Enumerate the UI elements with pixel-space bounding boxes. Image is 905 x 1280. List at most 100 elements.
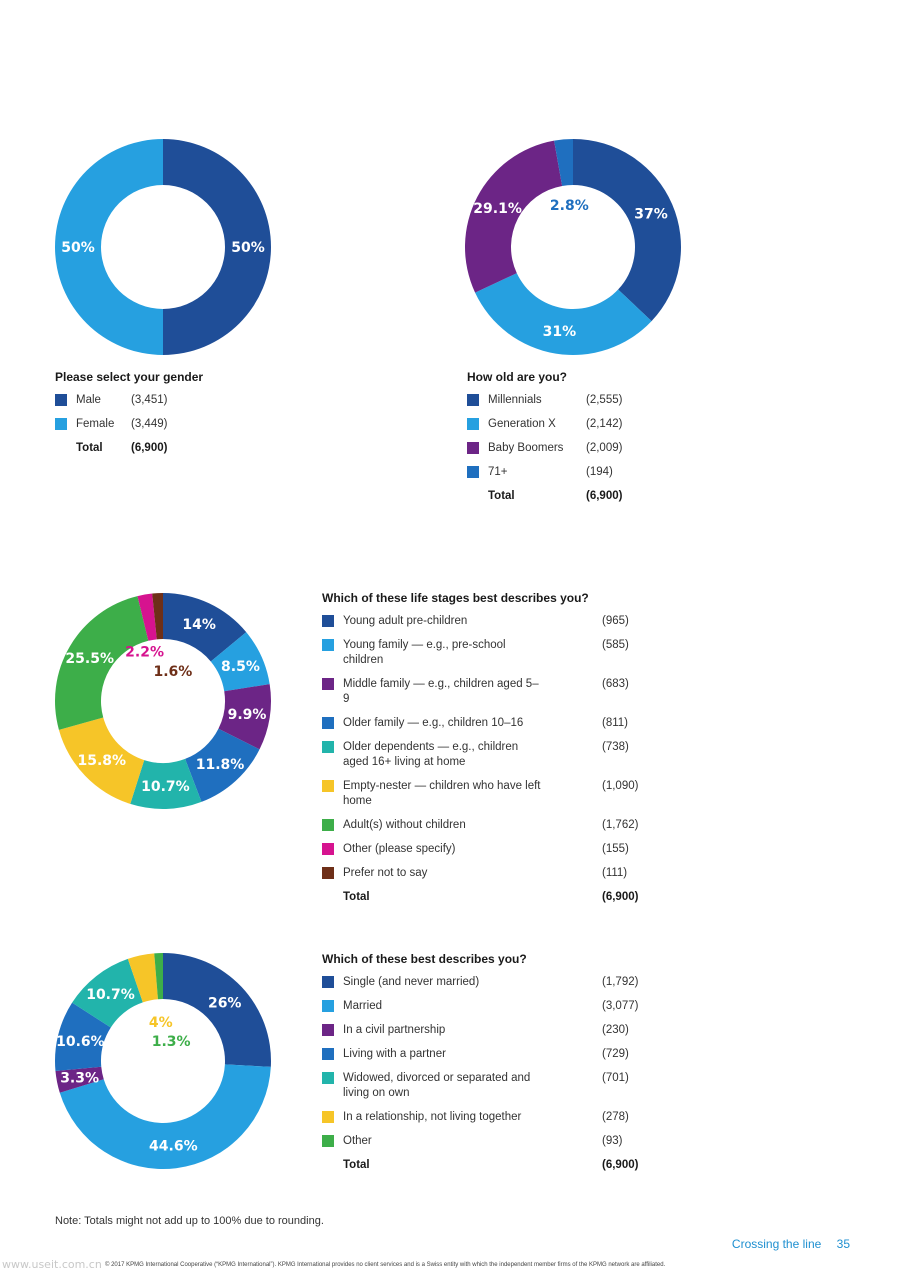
legend-swatch — [322, 717, 334, 729]
legend-count: (585) — [602, 639, 629, 651]
life-stage-legend-total: Total (6,900) — [322, 890, 662, 905]
page-footer: Crossing the line 35 — [732, 1237, 850, 1251]
life-stage-donut-chart: 14% 8.5% 9.9% 11.8% 10.7% 15.8% 25.5% 2.2% 1.6% — [55, 593, 271, 809]
relationship-legend-item: Other (93) — [322, 1134, 662, 1149]
age-legend: How old are you? Millennials (2,555) Genera… — [467, 370, 667, 513]
legend-label: Generation X — [488, 418, 556, 430]
relationship-slice-living-with-a-partner — [55, 1002, 111, 1071]
legend-swatch — [55, 418, 67, 430]
legend-label: 71+ — [488, 466, 508, 478]
relationship-label-in-a-civil-partnership: 3.3% — [60, 1071, 99, 1087]
rounding-note: Note: Totals might not add up to 100% du… — [55, 1215, 324, 1227]
legend-swatch — [322, 1111, 334, 1123]
relationship-legend-item: Widowed, divorced or separated and livin… — [322, 1071, 662, 1101]
age-legend-item: 71+ (194) — [467, 465, 667, 480]
relationship-slice-single-and-never-married — [163, 953, 271, 1067]
life-stage-slice-empty-nester-children-who-have-left-home — [58, 717, 145, 804]
gender-label-female: 50% — [61, 240, 95, 256]
gender-legend-title: Please select your gender — [55, 370, 204, 384]
age-label-71: 2.8% — [550, 198, 589, 214]
age-legend-title: How old are you? — [467, 370, 568, 384]
legend-total-value: (6,900) — [602, 1159, 639, 1171]
legend-count: (1,762) — [602, 819, 639, 831]
legend-label: Widowed, divorced or separated and livin… — [343, 1072, 531, 1099]
age-legend-total: Total (6,900) — [467, 489, 667, 504]
legend-swatch — [467, 466, 479, 478]
copyright-notice: © 2017 KPMG International Cooperative (“… — [105, 1262, 666, 1268]
life-stage-legend-item: Older dependents — e.g., children aged 1… — [322, 740, 662, 770]
age-donut-chart: 37% 31% 29.1% 2.8% — [465, 139, 681, 355]
age-slice-71 — [554, 139, 573, 186]
legend-swatch — [467, 394, 479, 406]
age-legend-item: Millennials (2,555) — [467, 393, 667, 408]
legend-label: Baby Boomers — [488, 442, 564, 454]
legend-label: Young adult pre-children — [343, 615, 468, 627]
relationship-label-living-with-a-partner: 10.6% — [56, 1034, 105, 1050]
life-stage-legend-title: Which of these life stages best describe… — [322, 591, 589, 605]
relationship-legend: Which of these best describes you? Single… — [322, 952, 662, 1182]
section-title[interactable]: Crossing the line — [731, 1237, 822, 1251]
legend-count: (701) — [602, 1072, 629, 1084]
legend-swatch — [322, 867, 334, 879]
relationship-slice-other — [154, 953, 163, 1000]
legend-count: (194) — [586, 466, 613, 478]
age-legend-item: Baby Boomers (2,009) — [467, 441, 667, 456]
legend-label: Adult(s) without children — [343, 819, 466, 831]
relationship-slice-married — [59, 1064, 271, 1169]
legend-swatch — [322, 678, 334, 690]
legend-count: (2,009) — [586, 442, 623, 454]
life-stage-slice-young-family-e-g-pre-school-children — [210, 632, 270, 692]
relationship-label-in-a-relationship-not-living-together: 4% — [149, 1015, 173, 1031]
relationship-legend-item: In a civil partnership (230) — [322, 1023, 662, 1038]
legend-total-value: (6,900) — [131, 442, 168, 454]
legend-label: Millennials — [488, 394, 542, 406]
gender-legend: Please select your gender Male (3,451) Fema… — [55, 370, 255, 465]
relationship-legend-item: Married (3,077) — [322, 999, 662, 1014]
life-stage-label-young-family-e-g-pre-school-children: 8.5% — [221, 659, 260, 675]
relationship-slice-in-a-relationship-not-living-together — [127, 953, 158, 1003]
legend-count: (1,090) — [602, 780, 639, 792]
legend-total-value: (6,900) — [586, 490, 623, 502]
legend-label: Empty-nester — children who have left ho… — [343, 780, 541, 807]
legend-swatch — [322, 819, 334, 831]
legend-label: Older dependents — e.g., children aged 1… — [343, 741, 519, 768]
legend-label: Single (and never married) — [343, 976, 480, 988]
life-stage-label-young-adult-pre-children: 14% — [182, 617, 216, 633]
life-stage-label-prefer-not-to-say: 1.6% — [153, 664, 192, 680]
legend-label: Prefer not to say — [343, 867, 428, 879]
life-stage-label-other-please-specify: 2.2% — [125, 645, 164, 661]
legend-total-label: Total — [488, 490, 515, 502]
relationship-donut-chart: 26% 44.6% 3.3% 10.6% 10.7% 4% 1.3% — [55, 953, 271, 1169]
legend-count: (278) — [602, 1111, 629, 1123]
legend-swatch — [322, 976, 334, 988]
legend-label: Older family — e.g., children 10–16 — [343, 717, 524, 729]
legend-label: In a relationship, not living together — [343, 1111, 522, 1123]
legend-swatch — [322, 615, 334, 627]
legend-label: Married — [343, 1000, 382, 1012]
legend-total-label: Total — [343, 1159, 370, 1171]
legend-count: (93) — [602, 1135, 623, 1147]
legend-swatch — [55, 394, 67, 406]
legend-swatch — [467, 442, 479, 454]
legend-swatch — [322, 1024, 334, 1036]
relationship-legend-item: Single (and never married) (1,792) — [322, 975, 662, 990]
legend-count: (738) — [602, 741, 629, 753]
legend-swatch — [322, 1135, 334, 1147]
legend-count: (155) — [602, 843, 629, 855]
legend-count: (1,792) — [602, 976, 639, 988]
legend-swatch — [322, 780, 334, 792]
life-stage-label-older-family-e-g-children-10-16: 11.8% — [196, 757, 245, 773]
relationship-label-married: 44.6% — [149, 1138, 198, 1154]
age-slice-baby-boomers — [465, 140, 563, 293]
legend-count: (3,449) — [131, 418, 168, 430]
relationship-legend-item: In a relationship, not living together (2… — [322, 1110, 662, 1125]
life-stage-legend-item: Older family — e.g., children 10–16 (811) — [322, 716, 662, 731]
legend-label: Other (please specify) — [343, 843, 456, 855]
legend-swatch — [467, 418, 479, 430]
legend-label: Female — [76, 418, 115, 430]
life-stage-slice-other-please-specify — [137, 593, 157, 641]
relationship-label-widowed-divorced-or-separated-and-living-on-own: 10.7% — [86, 987, 135, 1003]
legend-swatch — [322, 741, 334, 753]
age-slice-generation-x — [475, 273, 652, 355]
life-stage-label-empty-nester-children-who-have-left-home: 15.8% — [77, 753, 126, 769]
